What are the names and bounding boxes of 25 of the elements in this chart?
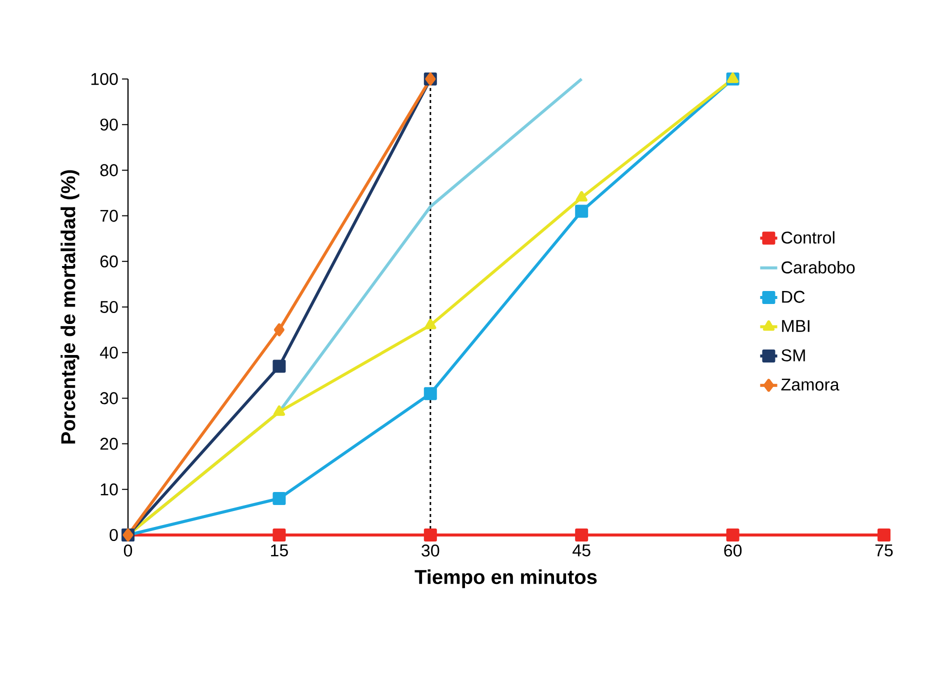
y-tick-label: 50 [100, 300, 118, 314]
x-tick-label: 60 [724, 544, 742, 557]
legend-label: DC [782, 290, 805, 303]
legend-label: SM [782, 349, 805, 362]
y-tick-label: 40 [100, 346, 118, 359]
y-tick-label: 70 [100, 210, 118, 222]
y-tick-label: 90 [100, 118, 118, 131]
y-tick-label: 30 [100, 392, 118, 404]
x-axis-title: Tiempo en minutos [414, 569, 597, 588]
y-tick-label: 100 [91, 72, 118, 86]
x-tick-label: 75 [875, 544, 893, 556]
y-axis-title: Porcentaje de mortalidad (%) [60, 170, 80, 444]
y-tick-label: 10 [100, 483, 118, 496]
x-tick-label: 30 [422, 544, 440, 557]
legend-label: MBI [782, 320, 810, 332]
x-tick-label: 15 [271, 544, 288, 556]
legend-label: Control [782, 231, 834, 244]
x-tick-label: 45 [572, 544, 590, 556]
y-tick-label: 0 [110, 528, 118, 542]
x-tick-label: 0 [124, 544, 132, 557]
legend-label: Carabobo [782, 260, 855, 274]
y-tick-label: 60 [100, 255, 118, 268]
y-tick-label: 20 [100, 438, 118, 450]
legend-label: Zamora [781, 378, 840, 391]
y-tick-label: 80 [100, 164, 118, 176]
